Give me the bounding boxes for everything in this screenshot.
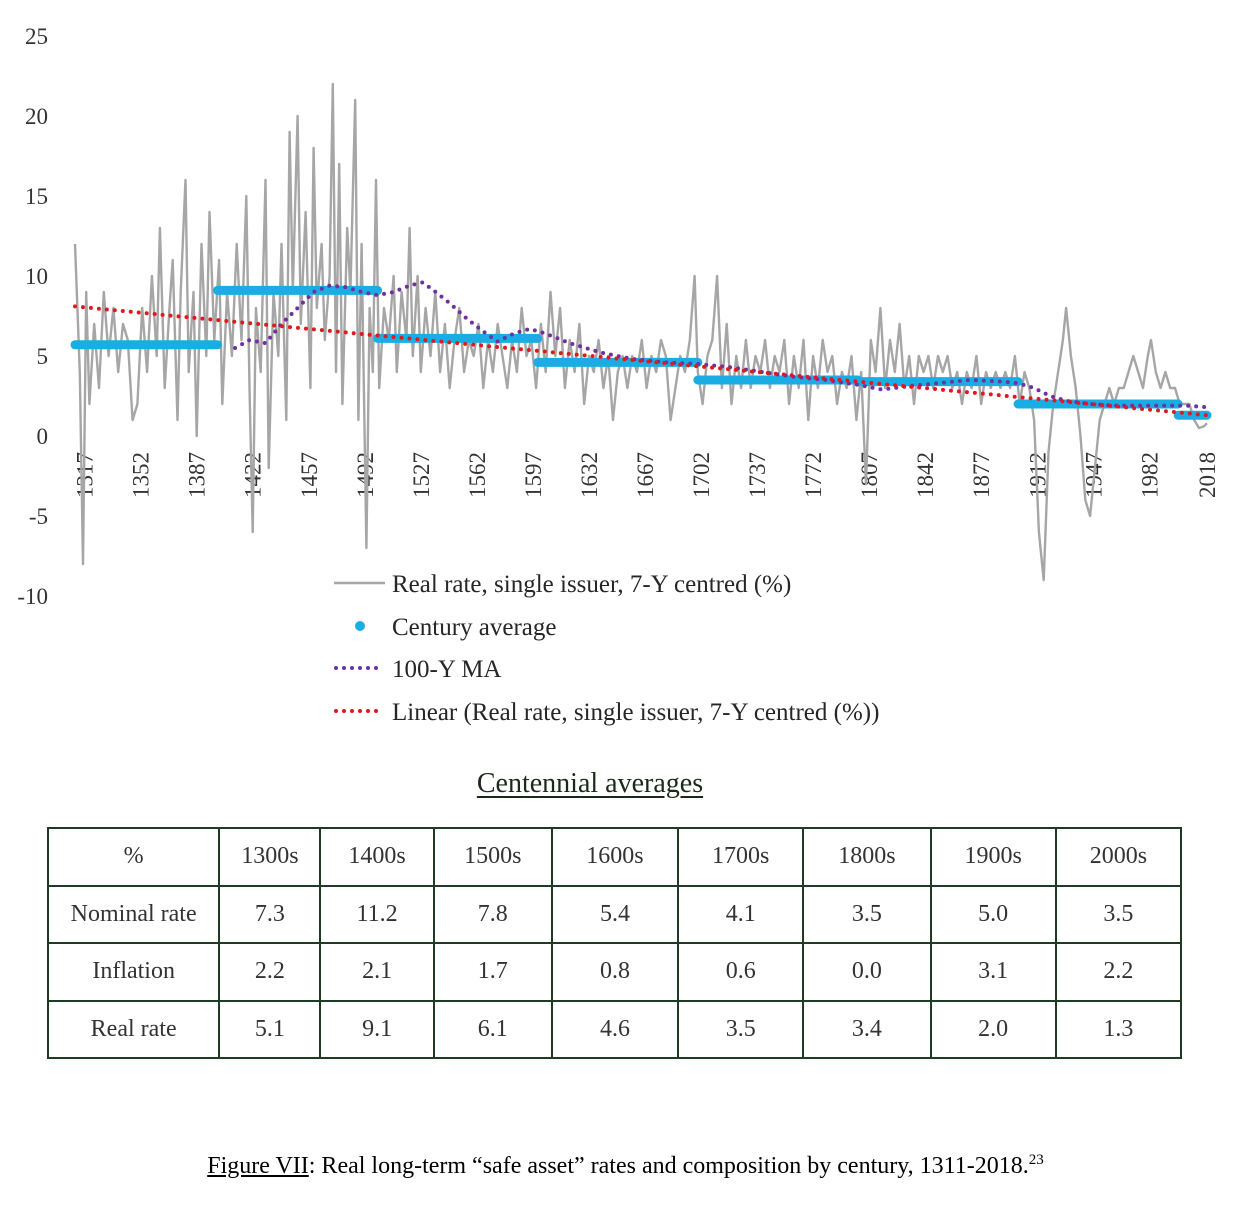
x-tick-label: 1597 — [521, 452, 546, 498]
caption-lead: Figure VII — [207, 1153, 309, 1179]
centennial-averages-table: % 1300s 1400s 1500s 1600s 1700s 1800s 19… — [46, 827, 1183, 1059]
legend-dot-swatch — [355, 621, 365, 631]
header-cell: 1300s — [218, 827, 322, 887]
caption-text: : Real long-term “safe asset” rates and … — [308, 1153, 1029, 1179]
table-cell: 11.2 — [319, 884, 435, 944]
moving-average-line — [233, 280, 1209, 410]
y-tick-label: -10 — [17, 584, 48, 609]
table-title: Centennial averages — [476, 768, 704, 799]
table-cell: 1.7 — [432, 942, 553, 1002]
header-cell: 1600s — [550, 827, 680, 887]
x-tick-label: 1562 — [465, 452, 490, 498]
table-cell: 5.0 — [929, 884, 1057, 944]
table-cell: 3.5 — [1054, 884, 1183, 944]
real-rate-line — [73, 82, 1208, 582]
legend-label: Linear (Real rate, single issuer, 7-Y ce… — [392, 699, 879, 726]
series-layer — [70, 82, 1212, 582]
y-tick-label: 5 — [37, 344, 49, 369]
table-cell: 9.1 — [319, 999, 435, 1059]
legend: Real rate, single issuer, 7-Y centred (%… — [334, 571, 879, 726]
x-tick-label: 1632 — [577, 452, 602, 498]
table-cell: 0.6 — [677, 942, 805, 1002]
table-cell: 4.1 — [677, 884, 805, 944]
header-cell: 1500s — [432, 827, 553, 887]
row-label: Real rate — [46, 999, 221, 1059]
table-cell: 0.8 — [550, 942, 680, 1002]
x-tick-label: 1982 — [1137, 452, 1162, 498]
y-tick-label: 25 — [25, 24, 48, 49]
x-tick-label: 1737 — [745, 452, 770, 498]
legend-label: 100-Y MA — [392, 656, 502, 683]
header-cell: 1700s — [677, 827, 805, 887]
table-cell: 2.2 — [1054, 942, 1183, 1002]
table-cell: 2.2 — [218, 942, 322, 1002]
y-tick-label: 20 — [25, 104, 48, 129]
linear-trend-line — [73, 304, 1209, 418]
header-cell: % — [46, 827, 221, 887]
x-tick-label: 1772 — [801, 452, 826, 498]
legend-label: Century average — [392, 614, 557, 641]
header-cell: 1900s — [929, 827, 1057, 887]
header-cell: 2000s — [1054, 827, 1183, 887]
table-header-row: % 1300s 1400s 1500s 1600s 1700s 1800s 19… — [46, 827, 1183, 887]
y-tick-label: 10 — [25, 264, 48, 289]
y-tick-label: 0 — [37, 424, 49, 449]
table-cell: 3.5 — [677, 999, 805, 1059]
x-tick-label: 1667 — [633, 452, 658, 498]
table-cell: 7.8 — [432, 884, 553, 944]
x-tick-label: 1387 — [185, 452, 210, 498]
table-cell: 3.5 — [802, 884, 932, 944]
x-axis-labels: 1317 1352 1387 1422 1457 1492 1527 1562 1597 1632… — [73, 452, 1220, 498]
table-cell: 1.3 — [1054, 999, 1183, 1059]
table-cell: 4.6 — [550, 999, 680, 1059]
x-tick-label: 1807 — [857, 452, 882, 498]
table-cell: 5.1 — [218, 999, 322, 1059]
header-cell: 1800s — [802, 827, 932, 887]
x-tick-label: 1527 — [409, 452, 434, 498]
x-tick-label: 1352 — [129, 452, 154, 498]
figure-caption: Figure VII: Real long-term “safe asset” … — [0, 1152, 1251, 1180]
y-tick-label: 15 — [25, 184, 48, 209]
table-cell: 7.3 — [218, 884, 322, 944]
table-cell: 2.1 — [319, 942, 435, 1002]
x-tick-label: 2018 — [1195, 452, 1220, 498]
y-axis-labels: 25 20 15 10 5 0 -5 -10 — [17, 24, 48, 609]
table-cell: 2.0 — [929, 999, 1057, 1059]
x-tick-label: 1842 — [913, 452, 938, 498]
table-cell: 3.4 — [802, 999, 932, 1059]
table-cell: 6.1 — [432, 999, 553, 1059]
row-label: Inflation — [46, 942, 221, 1002]
table-cell: 0.0 — [802, 942, 932, 1002]
table-row-nominal-rate: Nominal rate 7.3 11.2 7.8 5.4 4.1 3.5 5.… — [46, 884, 1183, 944]
x-tick-label: 1877 — [969, 452, 994, 498]
caption-footnote: 23 — [1028, 1152, 1044, 1168]
header-cell: 1400s — [319, 827, 435, 887]
table-row-real-rate: Real rate 5.1 9.1 6.1 4.6 3.5 3.4 2.0 1.… — [46, 999, 1183, 1059]
table-row-inflation: Inflation 2.2 2.1 1.7 0.8 0.6 0.0 3.1 2.… — [46, 942, 1183, 1002]
table-cell: 5.4 — [550, 884, 680, 944]
table-cell: 3.1 — [929, 942, 1057, 1002]
row-label: Nominal rate — [46, 884, 221, 944]
x-tick-label: 1457 — [297, 452, 322, 498]
x-tick-label: 1702 — [689, 452, 714, 498]
legend-label: Real rate, single issuer, 7-Y centred (%… — [392, 571, 791, 598]
y-tick-label: -5 — [29, 504, 48, 529]
